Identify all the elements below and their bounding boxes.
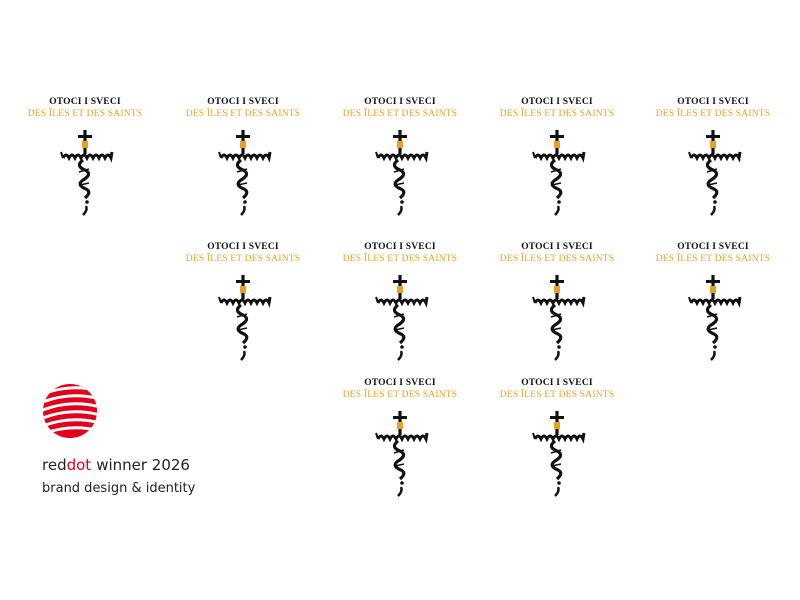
logo-title: OTOCI I SVECI: [364, 97, 436, 107]
logo-subtitle: DES ÎLES ET DES SAINTS: [186, 107, 301, 119]
logo-subtitle: DES ÎLES ET DES SAINTS: [343, 252, 458, 264]
logo-glyph: [374, 273, 429, 362]
logo-title: OTOCI I SVECI: [521, 242, 593, 252]
logo-subtitle: DES ÎLES ET DES SAINTS: [28, 107, 143, 119]
logo-glyph: [59, 128, 114, 217]
logo-subtitle: DES ÎLES ET DES SAINTS: [343, 107, 458, 119]
award-red: red: [42, 456, 67, 474]
logo-title: OTOCI I SVECI: [364, 378, 436, 388]
logo-title: OTOCI I SVECI: [677, 242, 749, 252]
logo-glyph: [687, 128, 742, 217]
award-dot: dot: [67, 456, 92, 474]
logo-subtitle: DES ÎLES ET DES SAINTS: [656, 107, 771, 119]
logo-glyph: [687, 273, 742, 362]
reddot-logo: [43, 384, 97, 438]
logo-subtitle: DES ÎLES ET DES SAINTS: [186, 252, 301, 264]
logo-subtitle: DES ÎLES ET DES SAINTS: [343, 388, 458, 400]
logo-title: OTOCI I SVECI: [677, 97, 749, 107]
award-title: reddot winner 2026: [42, 456, 190, 474]
logo-title: OTOCI I SVECI: [49, 97, 121, 107]
logo-glyph: [531, 128, 586, 217]
award-category: brand design & identity: [42, 481, 196, 496]
logo-glyph: [531, 273, 586, 362]
logo-title: OTOCI I SVECI: [521, 97, 593, 107]
logo-glyph: [217, 128, 272, 217]
logo-title: OTOCI I SVECI: [364, 242, 436, 252]
logo-title: OTOCI I SVECI: [521, 378, 593, 388]
logo-title: OTOCI I SVECI: [207, 242, 279, 252]
logo-subtitle: DES ÎLES ET DES SAINTS: [500, 388, 615, 400]
logo-subtitle: DES ÎLES ET DES SAINTS: [500, 107, 615, 119]
logo-glyph: [374, 128, 429, 217]
logo-title: OTOCI I SVECI: [207, 97, 279, 107]
logo-glyph: [531, 409, 586, 498]
logo-subtitle: DES ÎLES ET DES SAINTS: [500, 252, 615, 264]
logo-subtitle: DES ÎLES ET DES SAINTS: [656, 252, 771, 264]
logo-glyph: [374, 409, 429, 498]
award-winner: winner 2026: [96, 456, 190, 474]
logo-glyph: [217, 273, 272, 362]
